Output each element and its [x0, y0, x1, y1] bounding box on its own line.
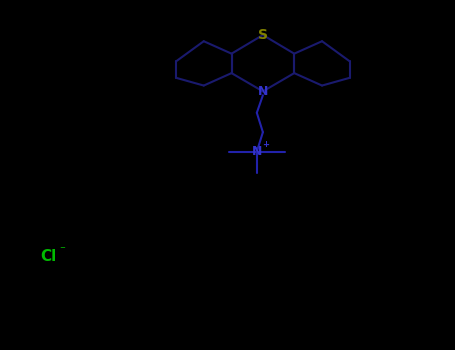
Text: Cl: Cl — [40, 249, 56, 264]
Text: ⁻: ⁻ — [59, 245, 65, 255]
Text: S: S — [258, 28, 268, 42]
Text: +: + — [263, 140, 269, 149]
Text: N: N — [252, 145, 262, 158]
Text: N: N — [258, 85, 268, 98]
